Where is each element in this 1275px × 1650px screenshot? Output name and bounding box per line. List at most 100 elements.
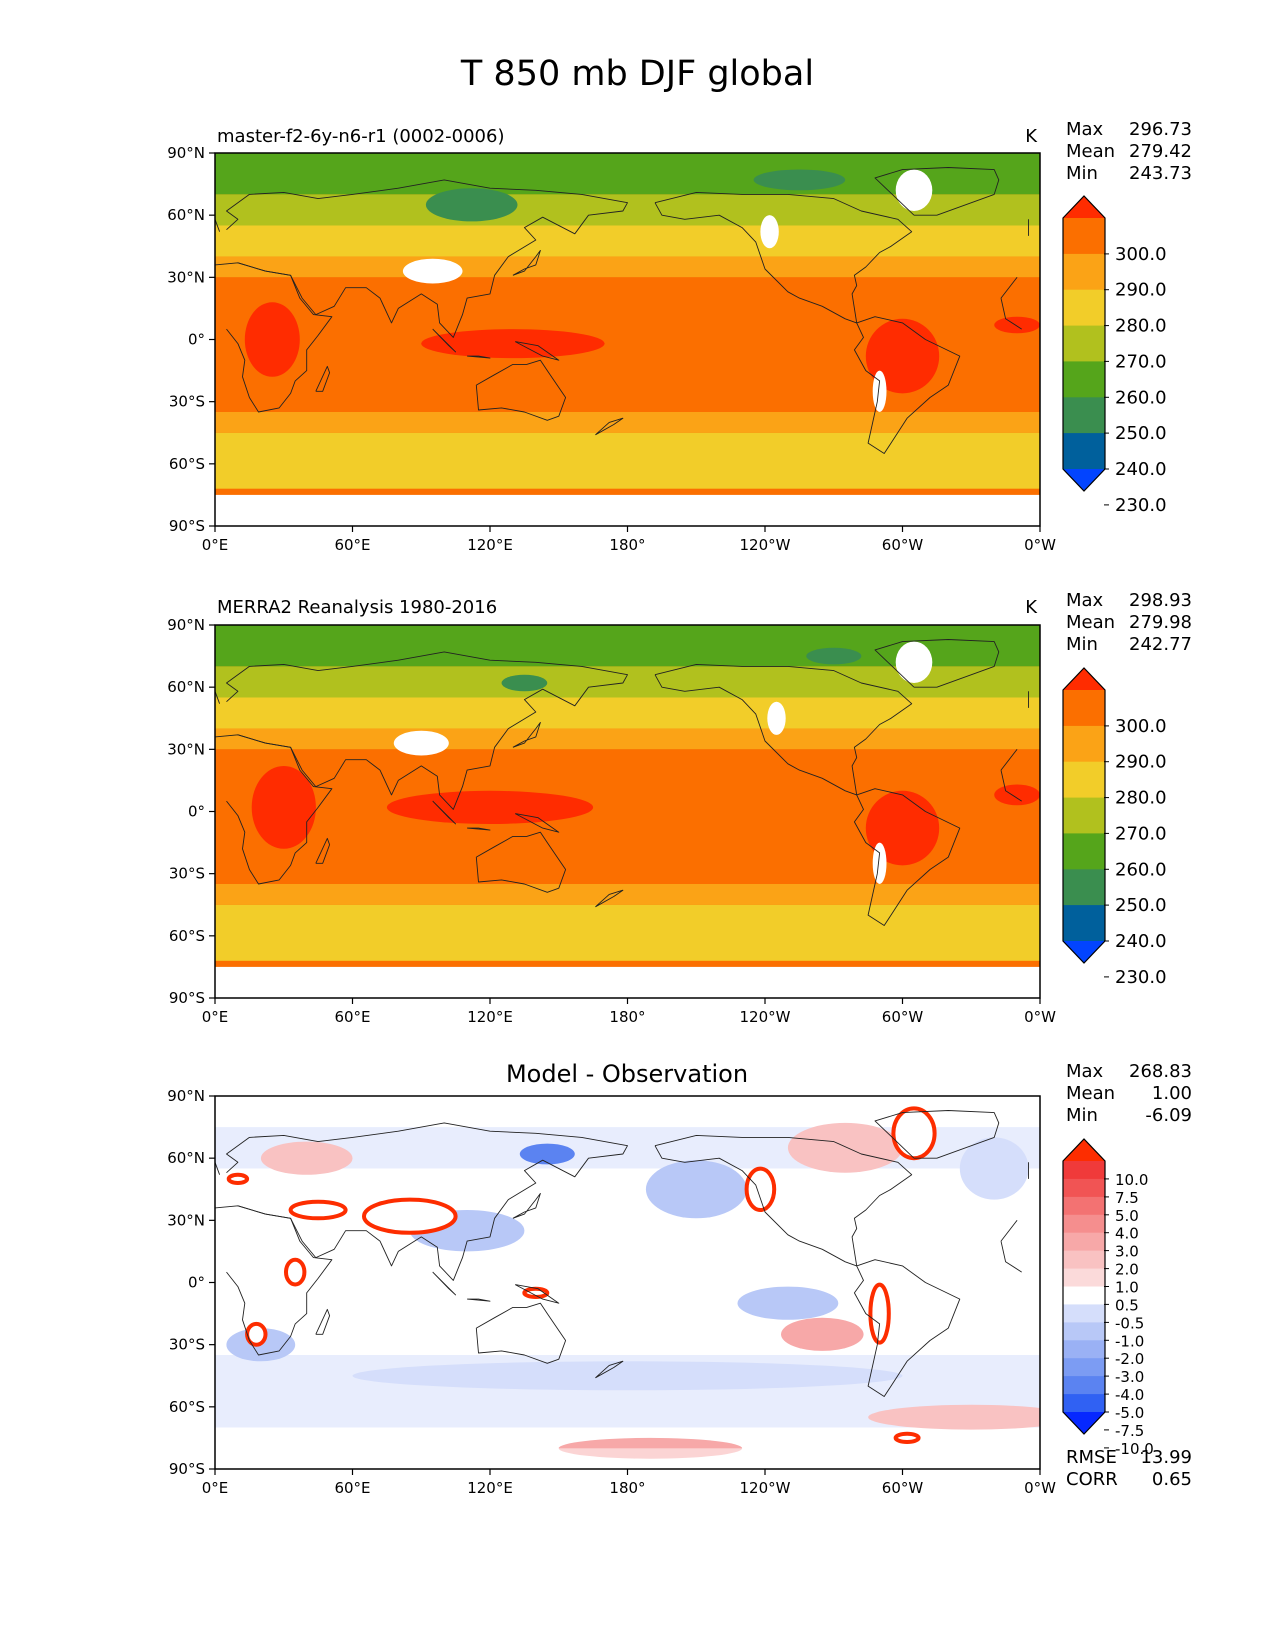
temperature-anomaly-region [421, 329, 605, 359]
coastline [315, 837, 331, 864]
coastline [215, 1162, 1029, 1179]
colorbar-segment [1063, 433, 1105, 470]
colorbar-segment [1063, 1322, 1105, 1341]
colorbar-label: -7.5 [1115, 1422, 1144, 1440]
below-surface-mask [872, 370, 887, 412]
metrics-block: RMSE 13.99 CORR 0.65 [1066, 1447, 1192, 1490]
y-axis: 90°N 60°N 30°N 0° 30°S 60°S 90°S [167, 616, 215, 1007]
high-terrain-difference [288, 1199, 348, 1221]
coastline [874, 167, 1000, 216]
x-tick-label: 0°W [1024, 1479, 1056, 1497]
difference-region [519, 1143, 575, 1165]
colorbar-segment [1063, 1178, 1105, 1198]
panel-units: K [1025, 597, 1038, 618]
y-tick-label: 0° [188, 1274, 205, 1292]
y-tick-label: 0° [188, 803, 205, 821]
y-tick-label: 30°N [167, 1211, 205, 1229]
temperature-anomaly-region [501, 674, 548, 692]
y-tick-label: 60°S [169, 455, 205, 473]
colorbar-extend-max [1063, 196, 1105, 218]
x-tick-label: 120°W [740, 536, 791, 554]
coastlines [215, 167, 1029, 454]
temperature-anomaly-region [425, 188, 518, 222]
coastline [467, 1298, 491, 1302]
coastline [467, 355, 491, 359]
x-tick-label: 60°W [882, 1479, 924, 1497]
colorbar-segment [1063, 289, 1105, 327]
below-surface-mask [872, 842, 887, 884]
below-surface-mask [393, 730, 449, 756]
colorbar-label: -0.5 [1115, 1314, 1144, 1332]
stats-block: Max 296.73 Mean 279.42 Min 243.73 [1066, 119, 1192, 184]
x-tick-label: 120°W [740, 1479, 791, 1497]
x-tick-label: 120°E [467, 536, 513, 554]
coastline [874, 1110, 1000, 1159]
temperature-anomaly-region [753, 169, 846, 191]
difference-region [868, 1404, 1040, 1430]
panel-difference: Model - Observation Max 268.83 Mean 1.00… [167, 1060, 1192, 1497]
coastline [215, 691, 1029, 708]
x-axis: 0°E 60°E 120°E 180° 120°W 60°W 0°W [202, 1469, 1056, 1497]
x-tick-label: 0°W [1024, 1008, 1056, 1026]
colorbar-segment [1063, 1358, 1105, 1377]
below-surface-mask [895, 169, 933, 211]
panel-model: master-f2-6y-n6-r1 (0002-0006) K Max 296… [167, 119, 1192, 554]
coastline [315, 365, 331, 392]
map-field [215, 1096, 1040, 1469]
coastline [432, 800, 457, 825]
colorbar-segment [1063, 1394, 1105, 1413]
difference-region [260, 1141, 353, 1175]
x-tick-label: 60°W [882, 1008, 924, 1026]
below-surface-mask [402, 258, 463, 284]
colorbar-segment [1063, 1250, 1105, 1269]
temperature-band [215, 432, 1040, 489]
colorbar-segment [1063, 869, 1105, 906]
high-terrain-difference [226, 1172, 250, 1186]
colorbar-label: -5.0 [1115, 1404, 1144, 1422]
stat-min-value: 243.73 [1129, 163, 1192, 184]
colorbar-label: -2.0 [1115, 1350, 1144, 1368]
temperature-anomaly-region [865, 318, 940, 394]
antarctica-mask [215, 494, 1040, 526]
stat-min-label: Min [1066, 634, 1098, 655]
stat-min-value: 242.77 [1129, 634, 1192, 655]
x-tick-label: 0°E [202, 536, 229, 554]
coastline [514, 813, 560, 833]
metric-rmse-label: RMSE [1066, 1447, 1117, 1468]
coastline [595, 1360, 624, 1379]
y-tick-label: 30°N [167, 740, 205, 758]
colorbar-segment [1063, 1161, 1105, 1180]
y-tick-label: 90°N [167, 616, 205, 634]
colorbar-label: 3.0 [1115, 1243, 1139, 1261]
colorbar-label: 280.0 [1115, 788, 1167, 809]
coastline [512, 1192, 541, 1219]
y-axis: 90°N 60°N 30°N 0° 30°S 60°S 90°S [167, 144, 215, 535]
stats-block: Max 268.83 Mean 1.00 Min -6.09 [1066, 1061, 1192, 1126]
colorbar-segment [1063, 690, 1105, 727]
coastline [432, 1271, 457, 1296]
x-axis: 0°E 60°E 120°E 180° 120°W 60°W 0°W [202, 998, 1056, 1026]
high-terrain-difference [362, 1197, 458, 1235]
difference-region [959, 1137, 1029, 1200]
colorbar-extend-max [1063, 1139, 1105, 1161]
colorbar-segment [1063, 218, 1105, 255]
colorbar-segment [1063, 797, 1105, 834]
y-tick-label: 90°S [169, 517, 205, 535]
y-tick-label: 60°S [169, 927, 205, 945]
coastline [514, 1284, 560, 1304]
figure-title: T 850 mb DJF global [460, 54, 815, 94]
colorbar-label: 300.0 [1115, 716, 1167, 737]
colorbar-label: 240.0 [1115, 459, 1167, 480]
colorbar-segment [1063, 1304, 1105, 1323]
y-tick-label: 60°S [169, 1398, 205, 1416]
x-tick-label: 60°W [882, 536, 924, 554]
colorbar-label: 270.0 [1115, 351, 1167, 372]
coastline [215, 219, 1029, 236]
y-tick-label: 90°N [167, 1087, 205, 1105]
coastline [512, 249, 541, 276]
coastline [475, 359, 567, 421]
stat-max-label: Max [1066, 590, 1104, 611]
below-surface-mask [760, 215, 779, 249]
colorbar-label: 0.5 [1115, 1296, 1139, 1314]
